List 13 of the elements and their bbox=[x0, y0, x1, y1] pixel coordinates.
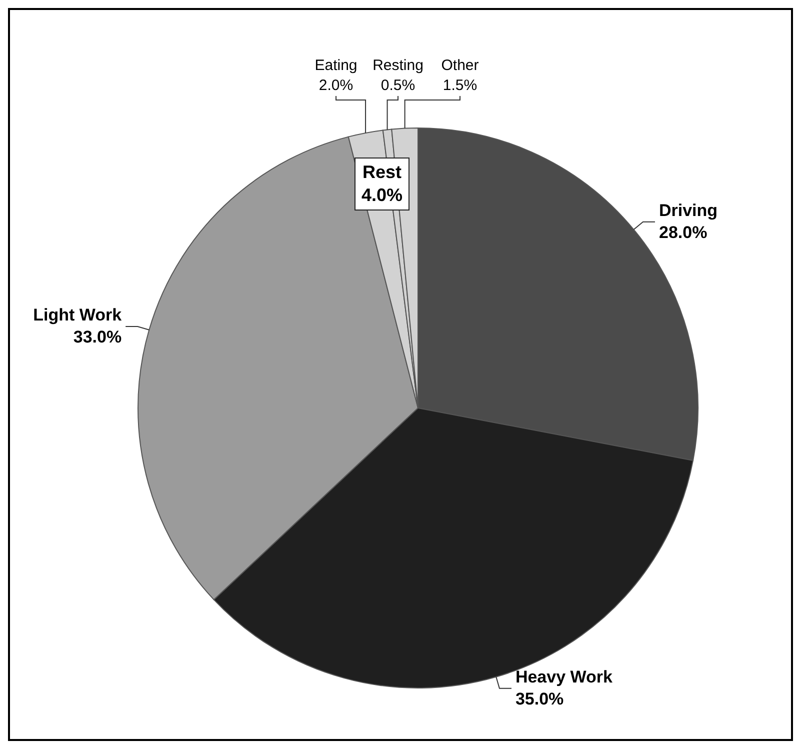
data-label: 33.0% bbox=[73, 328, 122, 347]
slice-label: Light Work bbox=[33, 306, 122, 325]
data-label: 28.0% bbox=[658, 222, 708, 242]
slice-label: Other bbox=[441, 57, 479, 74]
slice-label: Eating bbox=[314, 57, 358, 74]
slice-label: Resting bbox=[372, 57, 424, 74]
slice-label: Heavy Work bbox=[515, 667, 614, 686]
data-label: 1.5% bbox=[442, 77, 478, 94]
data-label: 2.0% bbox=[318, 77, 354, 94]
slice-label: Driving bbox=[658, 200, 718, 220]
text: Rest 4.0% bbox=[361, 162, 403, 205]
data-label: 0.5% bbox=[380, 77, 416, 94]
data-label: 35.0% bbox=[515, 689, 564, 708]
